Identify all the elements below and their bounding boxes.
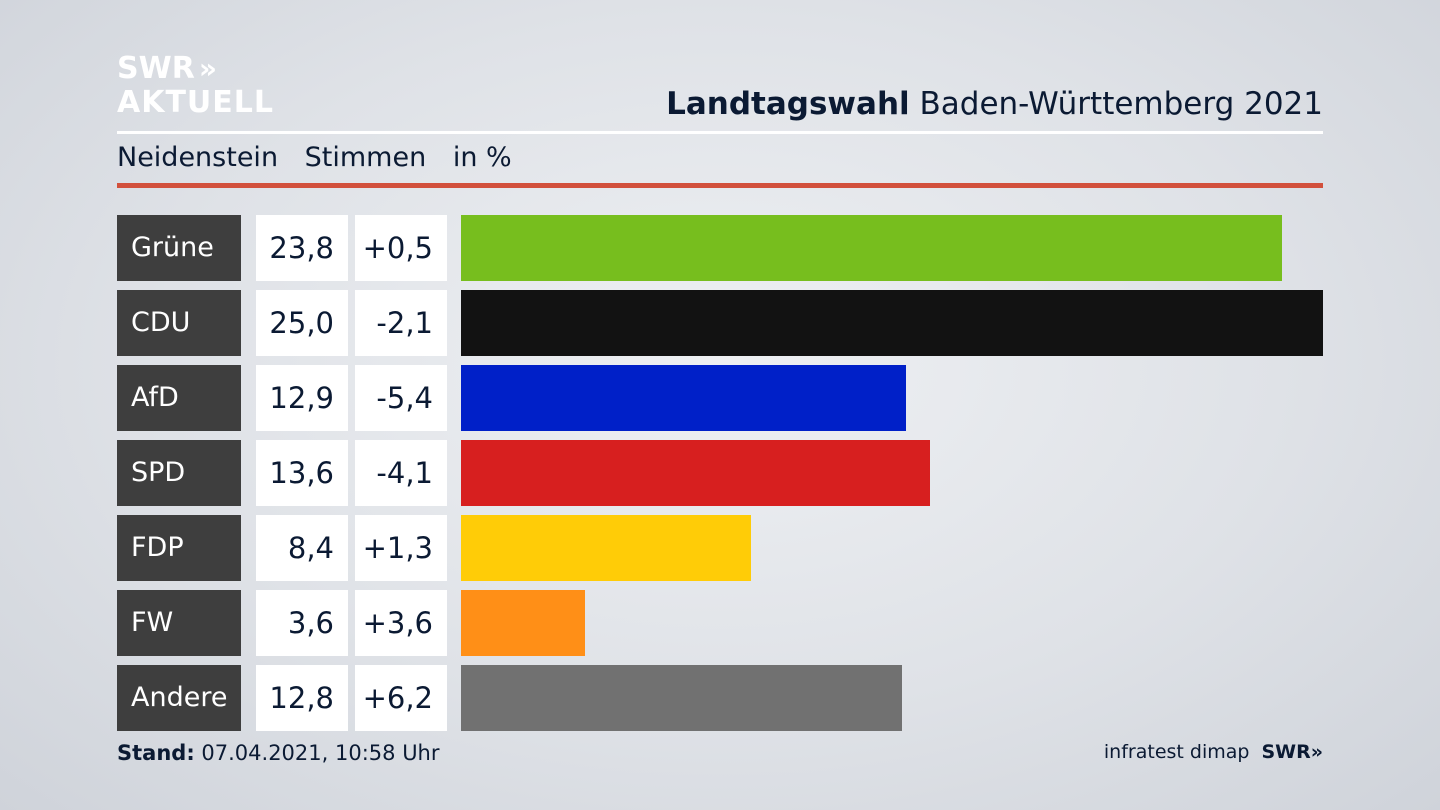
party-label: AfD xyxy=(117,365,241,431)
vote-share-label: 3,6 xyxy=(256,590,348,656)
bar-row: Grüne 23,8 +0,5 xyxy=(117,215,1323,281)
header-divider xyxy=(117,131,1323,134)
title-rest: Baden-Württemberg 2021 xyxy=(919,86,1323,122)
bar xyxy=(461,365,906,431)
bar-row: Andere 12,8 +6,2 xyxy=(117,665,1323,731)
party-label: CDU xyxy=(117,290,241,356)
bar xyxy=(461,590,585,656)
bar xyxy=(461,665,902,731)
bar-row: CDU 25,0 -2,1 xyxy=(117,290,1323,356)
change-label: +0,5 xyxy=(355,215,447,281)
bar xyxy=(461,290,1323,356)
logo-chevron-icon: » xyxy=(198,52,217,85)
change-label: +1,3 xyxy=(355,515,447,581)
source-credit: infratest dimap SWR» xyxy=(1104,741,1323,763)
vote-share-label: 23,8 xyxy=(256,215,348,281)
bar-row: AfD 12,9 -5,4 xyxy=(117,365,1323,431)
party-label: Andere xyxy=(117,665,241,731)
bar-row: FW 3,6 +3,6 xyxy=(117,590,1323,656)
subheader-unit: in % xyxy=(452,142,512,173)
swr-brand-logo: SWR» xyxy=(1261,741,1323,763)
stand-value: 07.04.2021, 10:58 Uhr xyxy=(201,741,440,765)
accent-divider xyxy=(117,183,1323,188)
bar-row: SPD 13,6 -4,1 xyxy=(117,440,1323,506)
party-label: Grüne xyxy=(117,215,241,281)
party-label: FW xyxy=(117,590,241,656)
vote-share-label: 8,4 xyxy=(256,515,348,581)
logo-swr-text: SWR xyxy=(117,51,195,86)
subheader-measure: Stimmen xyxy=(304,142,427,173)
party-label: FDP xyxy=(117,515,241,581)
party-label: SPD xyxy=(117,440,241,506)
page-title: Landtagswahl Baden-Württemberg 2021 xyxy=(666,86,1323,122)
vote-share-label: 25,0 xyxy=(256,290,348,356)
bar xyxy=(461,515,751,581)
change-label: +3,6 xyxy=(355,590,447,656)
vote-share-label: 12,8 xyxy=(256,665,348,731)
vote-share-label: 13,6 xyxy=(256,440,348,506)
timestamp: Stand: 07.04.2021, 10:58 Uhr xyxy=(117,741,440,765)
subheader: Neidenstein Stimmen in % xyxy=(117,142,530,173)
source-text: infratest dimap xyxy=(1103,741,1250,763)
logo-aktuell-text: AKTUELL xyxy=(117,85,275,120)
change-label: -4,1 xyxy=(355,440,447,506)
bar-row: FDP 8,4 +1,3 xyxy=(117,515,1323,581)
stand-label: Stand: xyxy=(117,741,195,765)
change-label: +6,2 xyxy=(355,665,447,731)
bar xyxy=(461,215,1282,281)
title-bold: Landtagswahl xyxy=(666,86,910,122)
bar xyxy=(461,440,930,506)
change-label: -5,4 xyxy=(355,365,447,431)
swr-aktuell-logo: SWR» AKTUELL xyxy=(117,54,274,118)
vote-share-label: 12,9 xyxy=(256,365,348,431)
change-label: -2,1 xyxy=(355,290,447,356)
subheader-place: Neidenstein xyxy=(117,142,279,173)
